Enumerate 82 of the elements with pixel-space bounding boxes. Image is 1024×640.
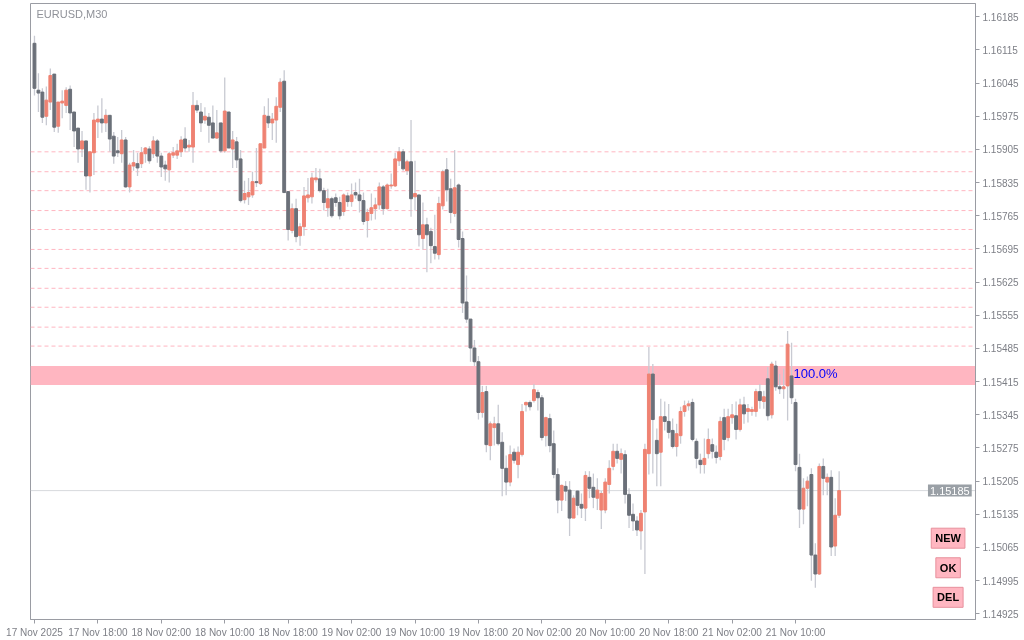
candlestick	[230, 130, 235, 169]
candlestick	[702, 437, 707, 475]
candlestick	[746, 403, 750, 424]
x-tick-label: 18 Nov 18:00	[258, 626, 319, 638]
x-tick-label: 21 Nov 10:00	[765, 626, 826, 638]
ref-line-label: 1.15185	[929, 484, 970, 497]
candlestick	[742, 396, 746, 425]
candlestick	[214, 109, 219, 140]
y-tick-label: 1.15415	[982, 376, 1020, 388]
y-tick-label: 1.15555	[982, 310, 1020, 322]
candlestick	[266, 97, 271, 129]
x-tick-label: 17 Nov 18:00	[68, 626, 129, 638]
y-tick-label: 1.15275	[982, 442, 1020, 454]
candlestick	[595, 477, 600, 511]
candlestick	[559, 483, 564, 512]
x-tick-label: 20 Nov 02:00	[512, 626, 573, 638]
y-tick-label: 1.15485	[982, 343, 1020, 355]
candlestick	[401, 148, 406, 172]
candlestick	[543, 416, 548, 448]
y-tick-label: 1.15065	[982, 542, 1020, 554]
candlestick	[119, 129, 124, 164]
candlestick	[199, 102, 203, 133]
x-tick-label: 21 Nov 02:00	[702, 626, 763, 638]
x-tick-label: 17 Nov 2025	[6, 626, 64, 638]
annotation: NEW	[935, 532, 962, 545]
candlestick	[579, 492, 584, 519]
candlestick	[254, 147, 259, 188]
candlestick	[115, 136, 120, 158]
x-tick-label: 18 Nov 10:00	[194, 626, 255, 638]
candlestick	[432, 214, 437, 261]
y-tick-label: 1.15345	[982, 409, 1020, 421]
candlestick	[571, 494, 576, 519]
candlestick	[591, 472, 596, 509]
x-tick-label: 19 Nov 18:00	[448, 626, 509, 638]
x-tick-label: 20 Nov 10:00	[575, 626, 636, 638]
y-tick-label: 1.16185	[982, 11, 1020, 23]
candlestick	[167, 151, 172, 184]
candlestick	[575, 489, 580, 516]
y-tick-label: 1.15905	[982, 144, 1020, 156]
annotation: OK	[939, 561, 957, 574]
candlestick	[337, 196, 342, 221]
candlestick	[587, 470, 592, 499]
candlestick	[155, 138, 160, 164]
annotation: 100.0%	[793, 365, 839, 381]
candlestick	[381, 184, 386, 216]
y-tick-label: 1.15135	[982, 509, 1020, 521]
y-tick-label: 1.15835	[982, 177, 1020, 189]
x-tick-label: 19 Nov 10:00	[385, 626, 446, 638]
candlestick	[757, 383, 762, 410]
candlestick	[349, 182, 354, 208]
candlestick	[801, 477, 806, 525]
candlestick	[310, 172, 314, 205]
y-tick-label: 1.15625	[982, 277, 1020, 289]
x-tick-label: 19 Nov 02:00	[321, 626, 382, 638]
y-tick-label: 1.16045	[982, 78, 1020, 90]
candlestick	[492, 416, 497, 447]
x-tick-label: 18 Nov 02:00	[131, 626, 192, 638]
candlestick	[710, 437, 715, 460]
y-tick-label: 1.15695	[982, 243, 1020, 255]
candlestick	[80, 130, 84, 158]
candlestick	[329, 196, 334, 219]
candlestick	[64, 86, 69, 114]
candlestick	[68, 84, 73, 131]
candlestick	[325, 188, 330, 218]
candlestick	[385, 182, 390, 211]
y-tick-label: 1.16115	[982, 44, 1019, 56]
y-tick-label: 1.15205	[982, 476, 1020, 488]
candlestick	[210, 104, 215, 139]
candlestick	[99, 97, 104, 134]
candlestick	[773, 360, 778, 392]
candlestick	[413, 160, 417, 212]
candlestick	[183, 126, 188, 153]
chart-title: EURUSD,M30	[36, 7, 108, 20]
y-tick-label: 1.14925	[982, 608, 1020, 620]
y-tick-label: 1.14995	[982, 575, 1020, 587]
y-tick-label: 1.15975	[982, 111, 1020, 123]
candlestick	[753, 388, 758, 418]
x-tick-label: 20 Nov 18:00	[638, 626, 699, 638]
candlestick	[424, 217, 429, 273]
candlestick	[821, 457, 826, 496]
y-tick-label: 1.15765	[982, 210, 1020, 222]
annotation: DEL	[937, 591, 960, 604]
